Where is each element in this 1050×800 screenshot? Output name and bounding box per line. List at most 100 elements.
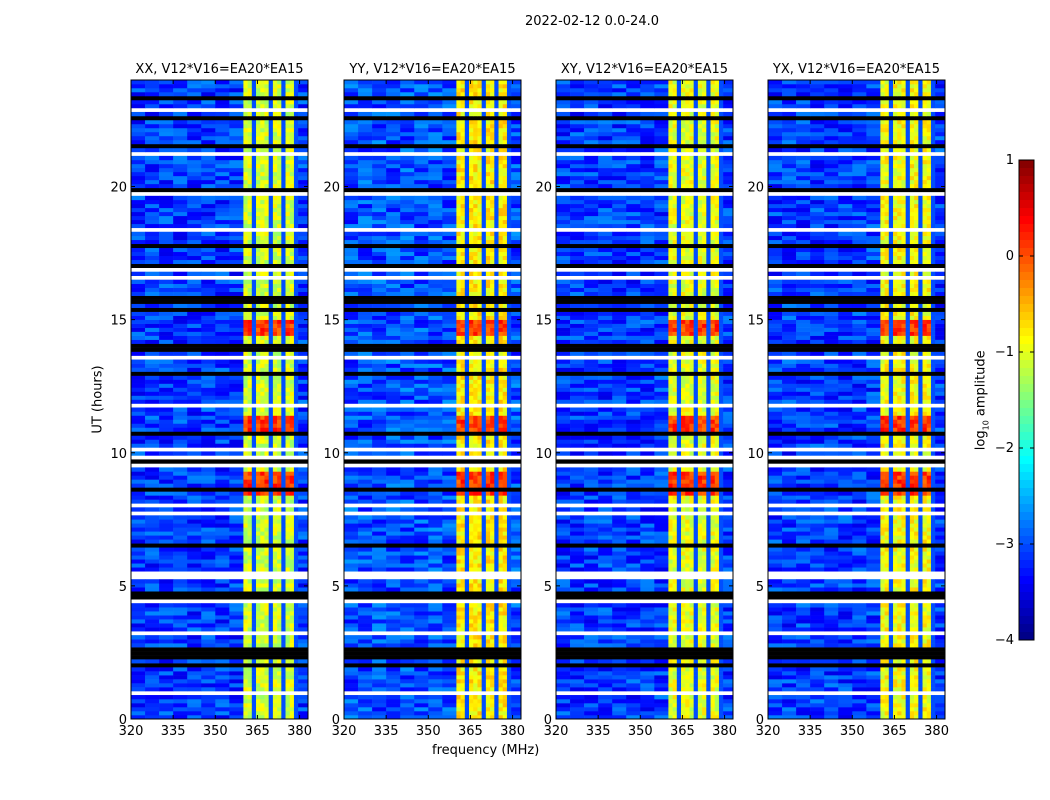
heatmap-cell (372, 339, 387, 344)
x-tick-label: 350 (203, 724, 228, 739)
heatmap-cell (372, 383, 387, 388)
heatmap-cell (298, 715, 309, 720)
heatmap-cell (490, 379, 495, 384)
heatmap-cell (481, 251, 487, 257)
heatmap-cell (460, 391, 466, 396)
heatmap-cell (281, 319, 286, 324)
heatmap-cell (247, 535, 253, 540)
heatmap-cell (277, 327, 282, 332)
heatmap-cell (272, 419, 278, 424)
heatmap-cell (268, 551, 274, 556)
heatmap-cell (173, 527, 188, 532)
heatmap-cell (145, 467, 160, 472)
heatmap-cell (277, 83, 282, 89)
heatmap-cell (464, 311, 470, 316)
heatmap-cell (145, 427, 160, 432)
heatmap-cell (277, 451, 282, 456)
heatmap-cell (173, 175, 188, 181)
heatmap-cell (256, 423, 261, 428)
heatmap-cell (201, 80, 216, 85)
heatmap-cell (481, 547, 487, 552)
heatmap-cell (281, 607, 286, 612)
heatmap-cell (277, 711, 282, 716)
heatmap-cell (477, 531, 482, 536)
heatmap-cell (145, 687, 160, 692)
heatmap-cell (502, 547, 508, 552)
heatmap-cell (372, 351, 387, 356)
heatmap-cell (268, 675, 274, 680)
heatmap-cell (247, 671, 253, 676)
heatmap-cell (215, 435, 230, 440)
heatmap-cell (256, 587, 261, 592)
heatmap-cell (469, 387, 474, 392)
heatmap-cell (145, 539, 160, 544)
heatmap-cell (145, 195, 160, 201)
heatmap-cell (187, 379, 202, 384)
heatmap-cell (506, 379, 512, 384)
heatmap-cell (289, 539, 295, 544)
heatmap-cell (285, 247, 291, 253)
heatmap-cell (264, 535, 269, 540)
heatmap-cell (473, 603, 478, 608)
heatmap-cell (485, 391, 491, 396)
heatmap-cell (464, 475, 470, 480)
heatmap-cell (256, 639, 261, 644)
heatmap-cell (281, 567, 286, 572)
heatmap-cell (131, 295, 308, 300)
heatmap-cell (229, 527, 244, 532)
heatmap-cell (243, 339, 248, 344)
heatmap-cell (473, 703, 478, 708)
heatmap-cell (469, 171, 474, 177)
heatmap-cell (229, 311, 244, 316)
heatmap-cell (201, 679, 216, 684)
heatmap-cell (260, 335, 265, 340)
heatmap-cell (289, 563, 295, 568)
heatmap-cell (442, 231, 457, 237)
heatmap-cell (428, 555, 443, 560)
heatmap-cell (442, 387, 457, 392)
heatmap-cell (464, 303, 470, 308)
heatmap-cell (215, 427, 230, 432)
heatmap-cell (285, 619, 291, 624)
heatmap-cell (477, 683, 482, 688)
heatmap-cell (428, 411, 443, 416)
heatmap-cell (281, 283, 286, 288)
heatmap-cell (268, 643, 274, 648)
heatmap-cell (145, 91, 160, 97)
heatmap-cell (256, 251, 261, 257)
heatmap-cell (485, 379, 491, 384)
heatmap-cell (243, 499, 248, 504)
heatmap-cell (428, 339, 443, 344)
heatmap-cell (473, 495, 478, 500)
heatmap-cell (490, 639, 495, 644)
heatmap-cell (477, 611, 482, 616)
heatmap-cell (268, 131, 274, 137)
heatmap-cell (215, 339, 230, 344)
heatmap-cell (201, 627, 216, 632)
heatmap-cell (256, 315, 261, 320)
heatmap-cell (428, 323, 443, 328)
heatmap-cell (289, 687, 295, 692)
heatmap-cell (215, 519, 230, 524)
heatmap-cell (260, 699, 265, 704)
heatmap-cell (201, 315, 216, 320)
heatmap-cell (247, 131, 253, 137)
heatmap-cell (281, 379, 286, 384)
heatmap-cell (481, 443, 487, 448)
heatmap-cell (264, 479, 269, 484)
heatmap-cell (201, 111, 216, 117)
heatmap-cell (264, 303, 269, 308)
heatmap-cell (464, 287, 470, 292)
heatmap-cell (215, 619, 230, 624)
heatmap-cell (264, 91, 269, 97)
heatmap-cell (281, 395, 286, 400)
heatmap-cell (277, 507, 282, 512)
heatmap-cell (298, 167, 309, 173)
heatmap-cell (442, 383, 457, 388)
heatmap-cell (289, 211, 295, 217)
heatmap-cell (477, 351, 482, 356)
heatmap-cell (131, 143, 308, 149)
heatmap-cell (456, 211, 461, 217)
heatmap-cell (264, 103, 269, 109)
heatmap-cell (293, 171, 299, 177)
